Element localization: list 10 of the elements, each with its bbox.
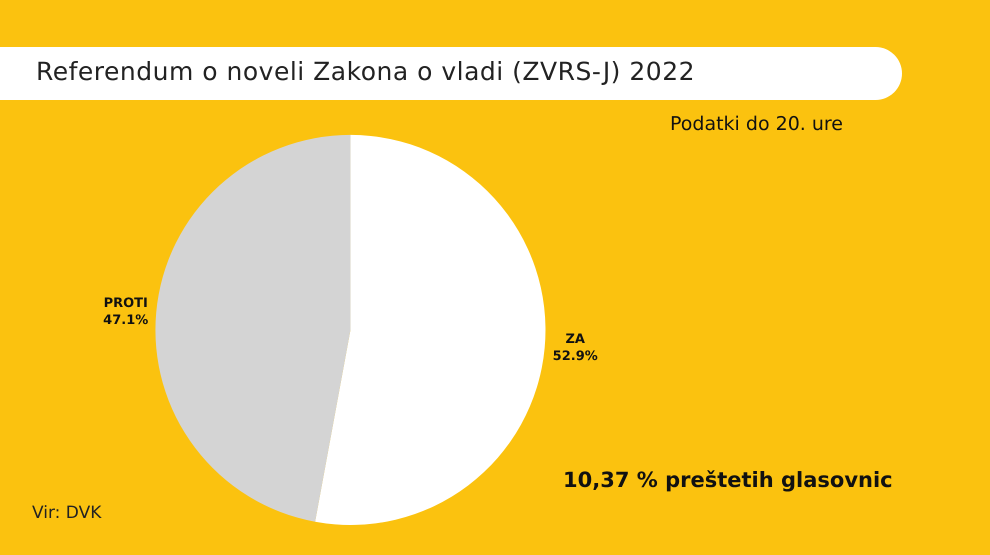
text: Podatki do 20. ure xyxy=(670,113,843,135)
data-label: 52.9% xyxy=(552,348,598,364)
pie-slice xyxy=(156,134,350,522)
data-label: 47.1% xyxy=(103,313,148,328)
slice-label: PROTI xyxy=(104,296,148,312)
text: Vir: DVK xyxy=(32,503,102,523)
chart-title: Referendum o noveli Zakona o vladi (ZVRS-J) 2022 xyxy=(36,57,696,86)
text: 10,37 % preštetih glasovnic xyxy=(563,468,893,492)
slice-label: ZA xyxy=(565,332,585,347)
pie-slice xyxy=(315,134,546,525)
